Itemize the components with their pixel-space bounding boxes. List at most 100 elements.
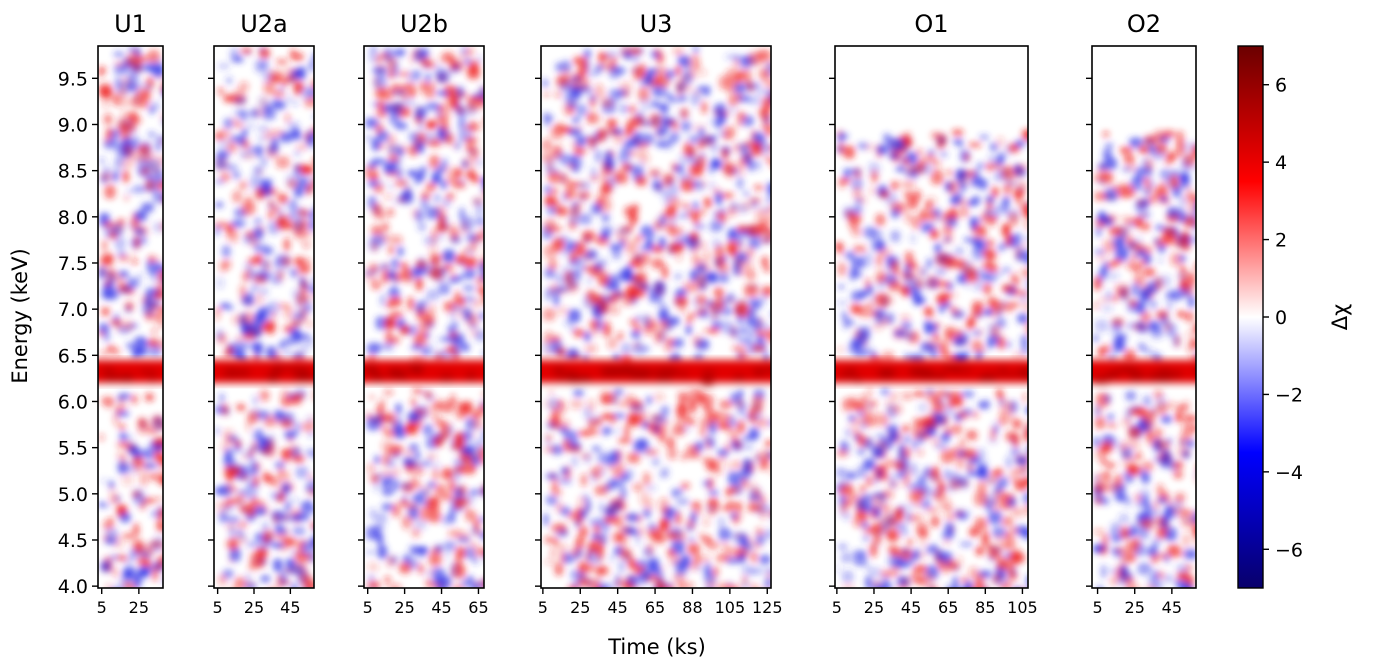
residual-cell [605,282,617,291]
residual-cell [1095,481,1108,493]
residual-cell [949,291,958,299]
residual-cell [413,519,427,530]
residual-cell [702,480,712,487]
residual-cell [369,473,381,482]
residual-cell [372,529,380,539]
residual-cell [98,502,105,508]
residual-cell [978,400,990,410]
residual-cell [256,146,265,152]
residual-cell [645,395,653,405]
residual-cell [263,533,269,544]
residual-cell [869,543,878,558]
residual-cell [875,213,886,226]
residual-cell [901,576,911,587]
residual-cell [982,583,989,588]
residual-cell [276,214,290,228]
residual-cell [136,167,145,173]
residual-cell [752,132,764,144]
residual-cell [981,262,993,269]
residual-cell [558,477,572,485]
residual-cell [1195,472,1196,476]
residual-cell [851,226,862,237]
residual-cell [268,221,280,235]
residual-cell [545,473,559,480]
residual-cell [694,552,700,566]
residual-cell [641,251,650,266]
residual-cell [652,100,660,108]
residual-cell [1124,577,1135,586]
residual-cell [251,283,259,292]
residual-cell [748,51,762,66]
residual-cell [372,203,383,217]
residual-cell [555,346,567,358]
residual-cell [396,414,402,429]
residual-cell [889,472,896,484]
residual-cell [156,66,163,77]
residual-cell [684,206,690,221]
residual-cell [700,241,707,249]
residual-cell [380,53,390,59]
residual-cell [875,240,886,251]
residual-cell [852,245,867,253]
x-tick-label: 45 [280,598,300,617]
residual-cell [687,239,694,253]
residual-cell [237,111,252,118]
residual-cell [672,573,686,584]
residual-cell [974,350,985,358]
residual-cell [703,328,715,334]
residual-cell [438,166,445,173]
residual-cell [755,208,769,223]
residual-cell [1181,241,1191,252]
x-tick-label: 5 [363,598,373,617]
residual-cell [225,450,231,462]
residual-cell [745,315,755,327]
residual-cell [620,342,632,356]
residual-cell [578,253,588,264]
residual-cell [595,566,607,573]
residual-cell [262,107,276,120]
residual-cell [115,155,125,165]
residual-cell [1021,242,1028,249]
residual-cell [1159,169,1173,180]
residual-cell [967,199,976,207]
y-tick-label: 4.5 [58,530,88,552]
residual-cell [410,397,417,407]
residual-cell [478,262,484,273]
residual-cell [857,410,864,417]
residual-cell [260,575,271,583]
residual-cell [120,285,131,292]
residual-cell [1183,140,1191,155]
residual-cell [708,496,717,506]
line-band-peak [105,371,119,383]
residual-cell [380,264,389,270]
residual-cell [610,306,620,315]
residual-cell [668,96,681,104]
residual-cell [848,168,862,175]
residual-cell [611,247,622,260]
y-tick-label: 7.0 [58,299,88,321]
residual-cell [682,72,693,85]
residual-cell [390,285,398,293]
residual-cell [650,85,660,97]
residual-cell [591,445,601,452]
residual-cell [580,453,591,459]
residual-cell [223,118,233,129]
residual-cell [309,414,314,425]
residual-cell [433,493,439,505]
residual-cell [160,221,163,232]
residual-cell [913,418,923,427]
residual-cell [1142,197,1150,205]
residual-cell [567,107,574,114]
residual-cell [951,129,964,137]
residual-cell [481,349,484,357]
residual-cell [417,563,425,575]
residual-cell [558,542,567,554]
residual-cell [983,283,992,295]
residual-cell [764,440,771,447]
residual-cell [939,150,949,158]
residual-cell [578,430,592,437]
residual-cell [602,582,613,588]
residual-cell [705,437,712,444]
residual-cell [1157,440,1171,451]
residual-cell [103,167,110,175]
